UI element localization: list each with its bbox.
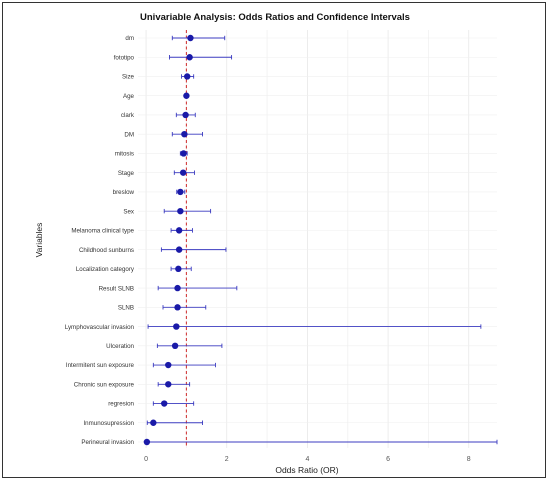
x-tick-label: 6 <box>386 456 390 463</box>
y-tick-label: Stage <box>118 170 135 177</box>
or-point <box>175 246 183 253</box>
or-point <box>180 150 187 157</box>
grid <box>138 30 497 448</box>
or-point <box>174 284 181 292</box>
chart-frame: Univariable Analysis: Odds Ratios and Co… <box>2 2 546 478</box>
y-tick-label: breslow <box>113 189 135 196</box>
or-point <box>171 342 179 350</box>
chart-title: Univariable Analysis: Odds Ratios and Co… <box>140 12 410 23</box>
y-tick-label: Intermitent sun exposure <box>66 362 135 369</box>
or-point <box>175 265 182 273</box>
or-point <box>187 34 194 42</box>
confidence-intervals <box>145 35 498 445</box>
y-tick-label: Localization category <box>76 266 135 273</box>
y-tick-label: Inmunosupression <box>83 420 134 427</box>
y-tick-label: fototipo <box>114 54 135 61</box>
y-tick-label: Ulceration <box>106 343 134 350</box>
y-tick-label: dm <box>125 35 134 42</box>
or-point <box>177 207 184 215</box>
x-tick-label: 8 <box>467 456 471 463</box>
or-point <box>175 227 183 234</box>
or-point <box>186 54 193 61</box>
y-axis-labels: dm fototipo Size Age clark DM mitosis Stage bres… <box>65 35 135 446</box>
y-tick-label: Childhood sunburns <box>79 247 134 254</box>
y-tick-label: DM <box>124 131 134 138</box>
x-axis-ticks: 0 2 4 6 8 <box>144 456 471 463</box>
y-tick-label: Age <box>123 93 135 100</box>
y-tick-label: Lymphovascular invasion <box>65 324 135 331</box>
or-point <box>182 111 189 119</box>
y-axis-title: Variables <box>34 223 44 258</box>
or-point <box>181 130 188 138</box>
x-axis-title: Odds Ratio (OR) <box>275 465 338 475</box>
or-point <box>177 188 184 196</box>
y-tick-label: regresion <box>108 401 134 408</box>
or-point <box>174 304 181 311</box>
y-tick-label: Perineural invasion <box>81 439 134 446</box>
forest-plot: Univariable Analysis: Odds Ratios and Co… <box>34 12 498 475</box>
y-tick-label: Chronic sun exposure <box>74 381 135 388</box>
y-tick-label: SLNB <box>118 305 134 312</box>
x-tick-label: 4 <box>305 456 309 463</box>
y-tick-label: Melanoma clinical type <box>71 228 134 235</box>
or-point <box>150 419 157 426</box>
odds-ratio-points <box>143 34 194 446</box>
or-point <box>183 92 190 99</box>
or-point <box>184 73 191 80</box>
or-point <box>161 400 168 407</box>
x-tick-label: 2 <box>225 456 229 463</box>
or-point <box>143 438 151 446</box>
y-tick-label: Size <box>122 74 135 81</box>
y-tick-label: mitosis <box>115 151 134 158</box>
x-tick-label: 0 <box>144 456 148 463</box>
or-point <box>179 169 187 176</box>
or-point <box>165 361 172 369</box>
or-point <box>173 323 180 330</box>
y-tick-label: clark <box>121 112 135 119</box>
or-point <box>165 381 172 388</box>
y-tick-label: Result SLNB <box>99 285 134 292</box>
y-tick-label: Sex <box>123 208 135 215</box>
